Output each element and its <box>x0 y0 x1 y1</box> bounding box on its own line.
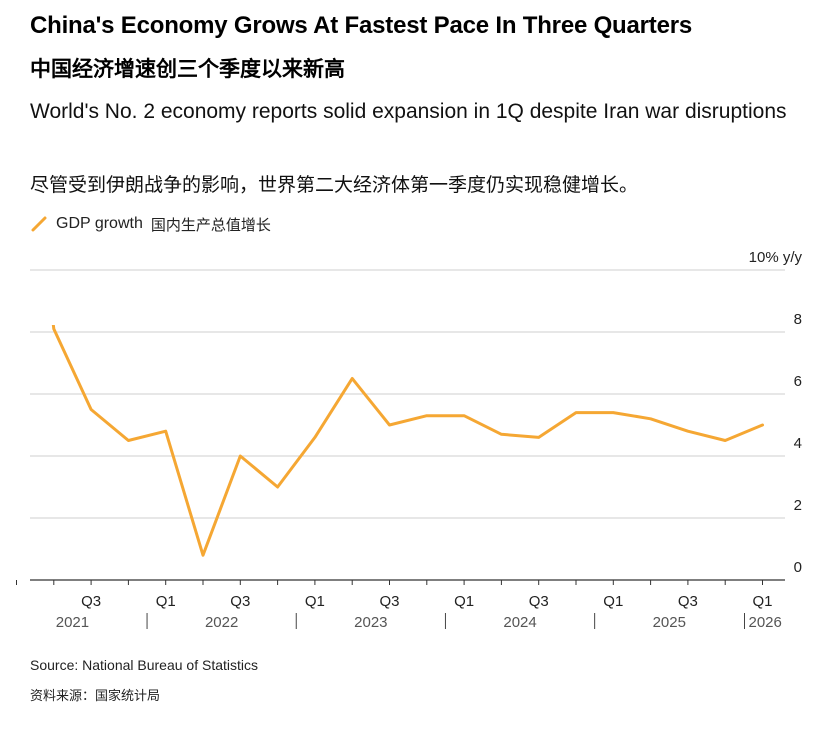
x-tick-label: Q3 <box>230 593 250 610</box>
legend-label: GDP growth <box>56 215 143 232</box>
chart-title: China's Economy Grows At Fastest Pace In… <box>30 12 693 39</box>
gdp-growth-line <box>51 325 764 557</box>
legend-label-chinese: 国内生产总值增长 <box>150 215 271 234</box>
x-year-label: 2022 <box>205 614 238 631</box>
x-tick-label: Q1 <box>305 593 325 610</box>
y-tick-label: 2 <box>794 497 802 514</box>
y-tick-label: 4 <box>794 435 802 452</box>
x-year-label: 2023 <box>354 614 387 631</box>
x-tick-label: Q1 <box>603 593 623 610</box>
x-tick-label: Q3 <box>379 593 399 610</box>
y-tick-label: 10% y/y <box>749 249 803 266</box>
chart-subtitle-chinese: 尽管受到伊朗战争的影响，世界第二大经济体第一季度仍实现稳健增长。 <box>30 174 639 196</box>
y-tick-label: 6 <box>794 373 802 390</box>
x-year-label: 2024 <box>503 614 536 631</box>
x-tick-label: Q3 <box>529 593 549 610</box>
x-year-label: 2021 <box>56 614 89 631</box>
line-chart: 0 2 4 6 8 10% y/y Q3 Q1 Q3 Q1 Q3 Q1 Q3 Q1 Q3 Q1 2021 2022… <box>16 249 803 631</box>
chart-subtitle: World's No. 2 economy reports solid expa… <box>30 100 787 123</box>
x-year-label: 2026 <box>749 614 782 631</box>
x-tick-label: Q1 <box>156 593 176 610</box>
line-swatch-icon <box>31 216 47 232</box>
x-tick-label: Q3 <box>678 593 698 610</box>
x-year-label: 2025 <box>653 614 686 631</box>
source-note-chinese: 资料来源：国家统计局 <box>30 689 161 704</box>
x-tick-label: Q1 <box>454 593 474 610</box>
source-note: Source: National Bureau of Statistics <box>30 657 259 673</box>
chart-title-chinese: 中国经济增速创三个季度以来新高 <box>30 57 345 81</box>
x-tick-label: Q1 <box>752 593 772 610</box>
y-tick-label: 0 <box>794 559 802 576</box>
x-tick-label: Q3 <box>81 593 101 610</box>
y-tick-label: 8 <box>794 311 802 328</box>
legend: GDP growth 国内生产总值增长 <box>30 213 271 235</box>
